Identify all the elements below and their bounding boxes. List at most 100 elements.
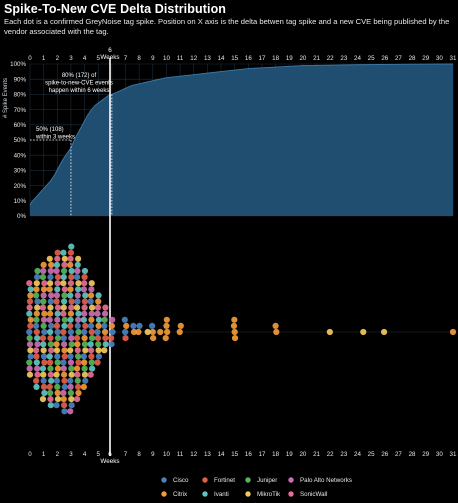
scatter-dot-5-15 <box>60 280 67 287</box>
scatter-dot-5-20 <box>60 389 67 397</box>
scatter-dot-6-6 <box>67 347 74 354</box>
cdf-x-tick-27: 27 <box>395 55 402 62</box>
scatter-x-axis-label: Weeks <box>100 458 119 465</box>
scatter-dot-23-0 <box>326 328 333 336</box>
scatter-x-tick-18: 18 <box>272 451 279 458</box>
scatter-dot-4-11 <box>53 292 61 299</box>
scatter-dot-3-8 <box>46 353 53 360</box>
scatter-dot-2-2 <box>39 335 47 342</box>
scatter-dot-25-0 <box>380 328 388 336</box>
scatter-dot-8-4 <box>81 341 89 348</box>
scatter-dot-10-2 <box>94 335 101 342</box>
cdf-y-tick-10: 100% <box>10 61 26 68</box>
scatter-dot-1-10 <box>33 359 40 366</box>
cdf-x-tick-20: 20 <box>299 55 306 62</box>
cdf-x-tick-23: 23 <box>340 55 347 62</box>
legend-swatch-2 <box>245 477 251 483</box>
legend-label-3: Palo Alto Networks <box>300 477 352 484</box>
scatter-x-tick-3: 3 <box>69 451 73 458</box>
scatter-dot-3-1 <box>48 322 55 329</box>
scatter-dot-2-20 <box>41 389 48 397</box>
scatter-dot-2-9 <box>40 298 47 305</box>
scatter-dot-5-7 <box>60 304 67 311</box>
scatter-dot-10-6 <box>95 347 102 354</box>
scatter-dot-15-1 <box>136 322 143 329</box>
scatter-dot-1-17 <box>34 274 41 281</box>
scatter-dot-10-5 <box>94 310 101 317</box>
scatter-dot-7-6 <box>74 347 81 354</box>
cdf-y-tick-8: 80% <box>14 92 27 99</box>
scatter-dot-4-23 <box>54 255 61 262</box>
scatter-dot-6-7 <box>68 304 75 311</box>
scatter-dot-18-1 <box>177 322 184 329</box>
scatter-dot-5-16 <box>61 377 68 384</box>
scatter-dot-6-20 <box>67 389 75 397</box>
scatter-dot-9-14 <box>87 371 94 378</box>
chart-subtitle: Each dot is a confirmed GreyNoise tag sp… <box>4 17 450 37</box>
scatter-dot-5-11 <box>61 292 68 299</box>
cdf-x-tick-2: 2 <box>56 55 60 62</box>
scatter-x-tick-31: 31 <box>450 451 457 458</box>
scatter-dot-9-9 <box>87 298 94 305</box>
scatter-dot-21-3 <box>231 316 238 323</box>
cdf-x-tick-17: 17 <box>259 55 266 62</box>
scatter-dot-8-16 <box>82 377 89 384</box>
scatter-dot-7-18 <box>75 383 82 390</box>
scatter-dot-7-21 <box>74 261 81 268</box>
cdf-y-tick-1: 10% <box>14 198 27 205</box>
scatter-x-tick-2: 2 <box>56 451 60 458</box>
scatter-dot-8-18 <box>80 383 87 390</box>
scatter-x-tick-29: 29 <box>422 451 429 458</box>
scatter-dot-2-22 <box>39 396 47 403</box>
scatter-dot-6-25 <box>67 249 75 256</box>
scatter-dot-5-5 <box>60 310 67 317</box>
scatter-dot-3-21 <box>48 261 55 268</box>
scatter-dot-2-21 <box>40 261 47 268</box>
scatter-dot-4-9 <box>53 298 60 305</box>
scatter-dot-7-10 <box>75 359 82 366</box>
scatter-dot-10-3 <box>95 316 103 323</box>
scatter-dot-3-10 <box>47 359 54 366</box>
scatter-dot-4-19 <box>53 267 60 275</box>
scatter-dot-12-2 <box>108 335 115 342</box>
cdf-x-tick-16: 16 <box>245 55 252 62</box>
scatter-dot-5-10 <box>60 359 67 366</box>
scatter-dot-2-1 <box>40 322 47 329</box>
scatter-dot-1-2 <box>34 335 41 342</box>
scatter-x-tick-16: 16 <box>245 451 252 458</box>
scatter-dot-6-16 <box>67 377 74 384</box>
scatter-x-tick-20: 20 <box>299 451 306 458</box>
scatter-dot-4-25 <box>54 249 61 256</box>
scatter-dot-4-15 <box>54 280 61 287</box>
cdf-x-tick-0: 0 <box>28 55 32 62</box>
scatter-dot-6-5 <box>67 310 75 317</box>
scatter-dot-21-0 <box>231 328 238 336</box>
scatter-dot-8-19 <box>81 267 89 275</box>
scatter-dot-7-17 <box>73 274 81 281</box>
scatter-dot-1-14 <box>34 371 41 378</box>
scatter-dot-16-1 <box>149 322 156 329</box>
scatter-dot-17-3 <box>163 316 170 323</box>
cdf-y-tick-9: 90% <box>14 76 27 83</box>
scatter-dots <box>26 243 457 415</box>
cdf-x-tick-22: 22 <box>327 55 334 62</box>
scatter-dot-10-11 <box>95 292 102 299</box>
scatter-dot-5-0 <box>60 328 67 336</box>
scatter-dot-4-21 <box>53 261 61 268</box>
scatter-dot-5-23 <box>61 255 68 262</box>
cdf-y-tick-7: 70% <box>14 107 27 114</box>
scatter-dot-7-22 <box>73 396 81 403</box>
scatter-dot-10-8 <box>95 353 103 360</box>
scatter-dot-19-0 <box>144 328 151 336</box>
scatter-dot-17-2 <box>162 335 169 342</box>
scatter-dot-4-2 <box>54 335 62 342</box>
scatter-dot-0-8 <box>27 353 34 360</box>
scatter-dot-4-14 <box>53 371 60 378</box>
scatter-dot-2-17 <box>39 274 47 281</box>
scatter-dot-21-1 <box>230 322 238 329</box>
scatter-dot-3-2 <box>47 335 54 342</box>
scatter-x-tick-4: 4 <box>83 451 87 458</box>
scatter-dot-7-15 <box>75 280 82 287</box>
scatter-dot-1-11 <box>33 292 40 299</box>
cdf-x-tick-4: 4 <box>83 55 87 62</box>
